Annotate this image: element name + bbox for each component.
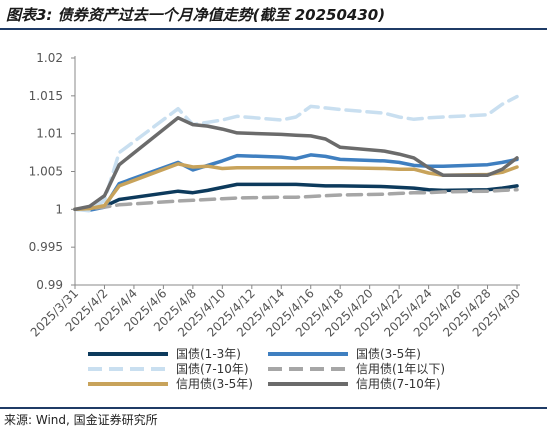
- legend-label-2: 国债(7-10年): [176, 362, 249, 376]
- y-tick-label: 1.015: [29, 89, 63, 103]
- series-line-2: [73, 94, 519, 213]
- legend-label-4: 信用债(3-5年): [176, 377, 253, 391]
- chart-title: 图表3: 债券资产过去一个月净值走势(截至 20250430): [6, 6, 386, 24]
- y-tick-label: 1.01: [36, 127, 63, 141]
- legend-label-1: 国债(3-5年): [356, 347, 421, 361]
- series-line-1: [73, 153, 519, 212]
- y-tick-label: 0.99: [36, 278, 63, 292]
- y-tick-label: 1.005: [29, 165, 63, 179]
- source-note: 来源: Wind, 国金证券研究所: [4, 413, 158, 427]
- x-axis: 2025/3/312025/4/22025/4/42025/4/62025/4/…: [28, 284, 523, 340]
- y-tick-label: 1: [55, 202, 63, 216]
- series-lines: [73, 94, 519, 213]
- series-line-0: [73, 182, 519, 212]
- legend-label-3: 信用债(1年以下): [356, 362, 445, 376]
- y-tick-label: 1.02: [36, 51, 63, 65]
- series-line-5: [73, 116, 519, 212]
- source-divider: [0, 407, 547, 409]
- y-axis: 0.99 0.995 1 1.005 1.01 1.015 1.02: [29, 51, 76, 292]
- legend-label-0: 国债(1-3年): [176, 347, 241, 361]
- y-tick-label: 0.995: [29, 240, 63, 254]
- title-divider: [0, 28, 547, 30]
- legend: 国债(1-3年) 国债(3-5年) 国债(7-10年) 信用债(1年以下) 信用债(3-…: [88, 347, 445, 391]
- series-line-4: [73, 162, 519, 212]
- series-line-3: [73, 187, 519, 212]
- legend-label-5: 信用债(7-10年): [356, 377, 441, 391]
